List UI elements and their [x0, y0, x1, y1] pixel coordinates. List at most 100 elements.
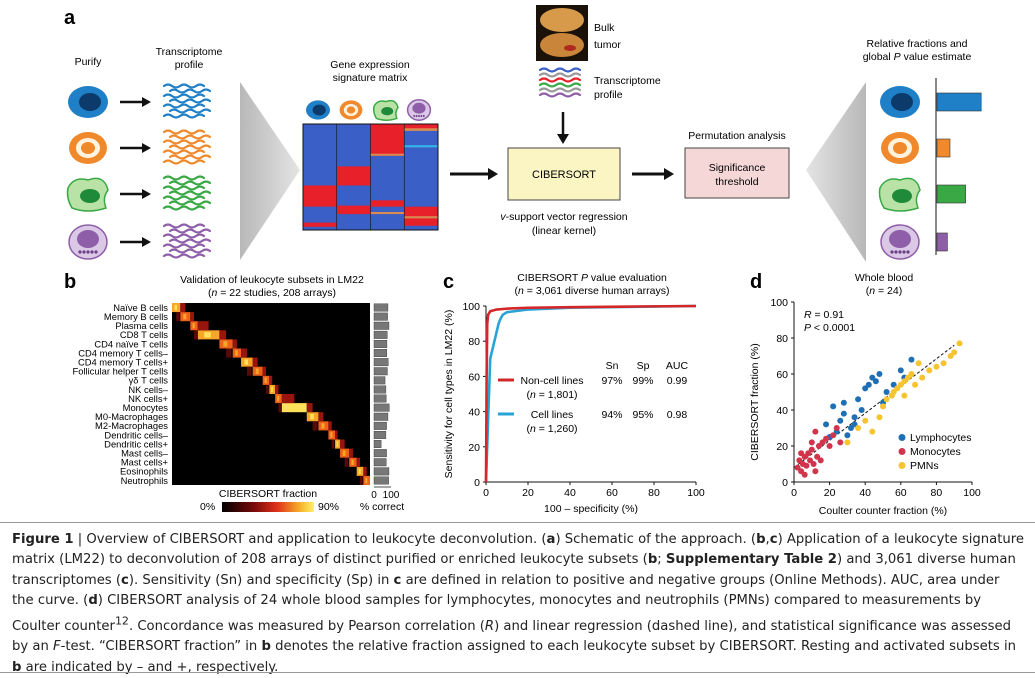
fraction-bar-2 — [936, 184, 966, 204]
matrix-block — [336, 166, 371, 186]
heatmap-row-label: Mast cells+ — [121, 457, 169, 468]
panel-c-subtitle: (n = 3,061 diverse human arrays) — [515, 285, 670, 297]
p-value: P < 0.0001 — [804, 322, 855, 334]
heatmap-offdiag-cell — [331, 439, 335, 449]
scatter-x-tick-label: 20 — [824, 487, 836, 499]
percent-correct-bar — [373, 303, 389, 312]
roc-y-tick-label: 60 — [468, 371, 480, 383]
scatter-point-monocytes — [823, 435, 830, 442]
percent-correct-bar — [373, 440, 382, 448]
roc-x-label: 100 – specificity (%) — [544, 503, 638, 515]
percent-correct-bars — [373, 303, 390, 485]
scatter-point-lymphocytes — [883, 389, 890, 395]
heatmap-row-label: Memory B cells — [104, 311, 168, 322]
roc-legend-auc: 0.99 — [667, 375, 688, 387]
scatter-legend-label: Lymphocytes — [910, 432, 971, 444]
scatter-point-pmns — [926, 367, 933, 374]
scatter-point-lymphocytes — [865, 381, 872, 388]
whole-blood-label: Whole blood — [855, 272, 914, 284]
roc-legend-sp: 95% — [632, 409, 653, 421]
matrix-cell-3-icon — [406, 99, 432, 121]
heatmap-row-label: Neutrophils — [121, 475, 169, 486]
heatmap-offdiag-cell — [349, 448, 353, 458]
scatter-point-monocytes — [803, 462, 810, 469]
roc-x-tick-label: 60 — [606, 487, 618, 499]
roc-table-header: AUC — [666, 360, 689, 372]
heatmap-offdiag-cell — [226, 348, 232, 358]
significance-box — [684, 147, 790, 199]
matrix-stripe — [404, 145, 438, 148]
figure-caption: Figure 1 | Overview of CIBERSORT and app… — [12, 530, 1024, 678]
scatter-point-pmns — [908, 371, 915, 377]
arrow-right-icon — [120, 237, 151, 247]
transcriptome-profile-label-1: Transcriptome — [156, 46, 223, 58]
fraction-cell-3-icon — [880, 224, 920, 260]
scatter-legend-swatch — [898, 462, 906, 469]
arrow-to-cibersort-icon — [450, 168, 498, 180]
purify-arrows — [120, 97, 151, 247]
relative-fractions-label-2: global P value estimate — [863, 51, 972, 63]
signature-matrix-heatmap — [302, 123, 439, 231]
tumor-wave-3-icon — [538, 82, 582, 88]
percent-correct-bar — [373, 349, 387, 357]
roc-line-non-cell-lines — [484, 304, 697, 483]
pct-correct-label: % correct — [360, 501, 404, 513]
tumor-wave-1-icon — [538, 72, 582, 78]
percent-correct-bar — [373, 340, 388, 348]
matrix-cell-0-icon — [306, 100, 330, 120]
fraction-cell-2-icon — [878, 177, 921, 212]
heatmap-offdiag-cell — [278, 403, 282, 413]
heatmap-offdiag-cell — [232, 339, 237, 349]
heatmap-highlight — [321, 423, 325, 429]
scatter-y-tick-label: 0 — [782, 477, 788, 489]
heatmap-row-label: Naïve B cells — [113, 302, 168, 313]
matrix-stripe — [404, 216, 438, 219]
transcriptome-wave-0-icon — [162, 83, 212, 119]
percent-correct-bar — [373, 376, 386, 385]
roc-y-tick-label: 20 — [468, 442, 480, 454]
heatmap-row-label: γδ T cells — [129, 375, 169, 386]
heatmap-row-label: Eosinophils — [120, 466, 168, 477]
roc-x-tick-label: 100 — [687, 487, 705, 499]
heatmap-highlight — [223, 341, 228, 347]
scatter-y-tick-label: 100 — [770, 297, 788, 309]
matrix-block — [404, 124, 438, 130]
heatmap-offdiag-cell — [312, 421, 318, 431]
arrow-right-icon — [120, 143, 151, 153]
heatmap-row-label: M2-Macrophages — [95, 420, 168, 431]
arrow-right-icon — [120, 189, 151, 199]
transcriptome-wave-3-icon — [162, 223, 212, 259]
scatter-point-pmns — [956, 340, 963, 347]
scatter-point-pmns — [880, 403, 886, 410]
heatmap-highlight — [271, 386, 273, 393]
scatter-point-monocytes — [798, 450, 805, 457]
scatter-point-lymphocytes — [840, 410, 847, 417]
scatter-point-pmns — [912, 381, 919, 388]
percent-correct-bar — [373, 458, 387, 467]
scatter-chart: 0 20 40 60 80 100 0 20 40 60 80 100 Coulter counter … — [749, 297, 981, 517]
panel-d: d Whole blood (n = 24) 0 20 40 60 80 100 0 20 40… — [749, 271, 981, 517]
heatmap-offdiag-cell — [269, 375, 273, 385]
scatter-point-monocytes — [801, 471, 808, 478]
scatter-point-monocytes — [812, 428, 819, 435]
scatter-point-pmns — [883, 396, 890, 403]
heatmap-offdiag-cell — [356, 457, 361, 467]
validation-heatmap — [172, 303, 370, 485]
roc-legend-sn: 97% — [601, 375, 622, 387]
heatmap-row-label: CD4 memory T cells+ — [78, 356, 169, 367]
tumor-transcriptome-label-1: Transcriptome — [594, 75, 661, 87]
roc-legend-count: (n = 1,260) — [526, 423, 577, 435]
heatmap-highlight — [365, 477, 368, 484]
scatter-point-lymphocytes — [872, 378, 879, 385]
heatmap-offdiag-cell — [318, 412, 324, 422]
heatmap-highlight — [255, 368, 259, 374]
heatmap-highlight — [244, 359, 249, 365]
heatmap-highlight — [277, 395, 280, 402]
heatmap-row-label: Dendritic cells+ — [104, 438, 168, 449]
scatter-y-tick-label: 80 — [776, 333, 788, 345]
heatmap-offdiag-cell — [266, 384, 269, 394]
heatmap-row-label: Follicular helper T cells — [72, 366, 168, 377]
arrow-right-icon — [120, 97, 151, 107]
panel-a-letter: a — [64, 7, 76, 29]
cell-transcriptome-waves — [162, 83, 212, 259]
